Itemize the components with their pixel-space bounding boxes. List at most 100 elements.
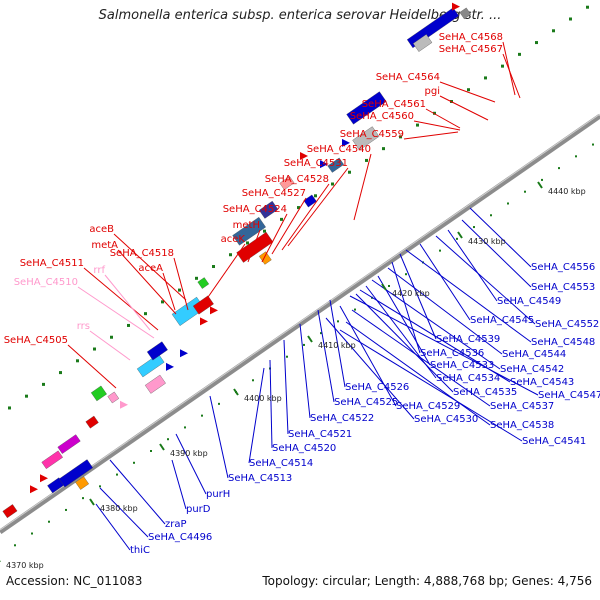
leader-line [117, 249, 177, 315]
leader-line [502, 53, 521, 99]
leader-line [287, 167, 349, 247]
feature-label-bottom: SeHA_C4538 [490, 420, 554, 431]
feature-label-bottom: SeHA_C4533 [430, 360, 494, 371]
scale-dot [405, 273, 407, 276]
outer-scale-dots [8, 5, 594, 547]
kbp-tick-mark [307, 335, 313, 343]
leader-line [371, 279, 501, 370]
feature-label-bottom: SeHA_C4543 [510, 377, 574, 388]
gene-arrow [166, 362, 174, 371]
kbp-tick-label: 4380 kbp [100, 504, 138, 513]
gene-feature [258, 251, 272, 265]
leader-line [89, 330, 131, 361]
scale-dot [552, 29, 555, 33]
scale-dot [93, 347, 96, 351]
scale-dot [518, 52, 521, 56]
scale-dot [473, 226, 475, 229]
feature-label-bottom: SeHA_C4522 [310, 413, 374, 424]
kbp-tick-label: 4400 kbp [244, 394, 282, 403]
leader-line [317, 309, 335, 403]
leader-line [67, 344, 117, 389]
feature-label-bottom: purD [186, 504, 211, 515]
feature-label-top: SeHA_C4560 [350, 111, 414, 122]
leader-line [173, 257, 189, 311]
scale-dot [31, 532, 33, 535]
gene-arrow [40, 474, 48, 483]
kbp-ticks: 4370 kbp 4380 kbp 4390 kbp 4400 kbp 4410 kbp… [0, 181, 586, 570]
feature-label-top: SeHA_C4505 [4, 335, 68, 346]
leader-line [281, 183, 330, 251]
leader-line [109, 459, 166, 525]
gene-feature [2, 504, 18, 519]
leader-line [469, 207, 532, 268]
leader-line [95, 503, 131, 551]
feature-label-bottom: SeHA_C4514 [249, 458, 313, 469]
scale-dot [331, 182, 334, 186]
gene-feature [346, 91, 387, 125]
gene-feature [459, 7, 472, 20]
scale-dot [365, 158, 368, 162]
kbp-tick-label: 4370 kbp [6, 561, 44, 570]
feature-label-top: SeHA_C4540 [307, 144, 371, 155]
gene-feature [146, 341, 168, 361]
kbp-tick-mark [537, 181, 543, 189]
leader-line [387, 267, 503, 355]
feature-label-bottom: SeHA_C4534 [436, 373, 500, 384]
scale-dot [569, 17, 572, 21]
feature-label-top: rrf [93, 265, 105, 276]
gene-feature [144, 374, 166, 394]
feature-label-bottom: thiC [130, 545, 150, 556]
scale-dot [8, 406, 11, 410]
gene-feature [303, 194, 317, 208]
scale-dot [59, 371, 62, 375]
kbp-tick-mark [159, 443, 165, 451]
gene-feature [85, 415, 99, 429]
scale-dot [501, 64, 504, 68]
gene-feature [57, 434, 81, 454]
scale-dot [382, 147, 385, 151]
scale-dot [76, 359, 79, 363]
scale-dot [110, 335, 113, 339]
feature-label-bottom: SeHA_C4542 [500, 364, 564, 375]
leader-line [248, 367, 265, 464]
gene-arrow [320, 160, 328, 169]
scale-dot [195, 276, 198, 280]
feature-label-top: SeHA_C4528 [265, 174, 329, 185]
gene-arrow [210, 306, 218, 315]
scale-dot [263, 229, 266, 233]
scale-dot [297, 206, 300, 210]
scale-dot [212, 265, 215, 269]
feature-label-bottom: SeHA_C4536 [420, 348, 484, 359]
scale-dot [484, 76, 487, 80]
scale-dot [524, 190, 526, 193]
scale-dot [416, 123, 419, 127]
scale-dot [320, 332, 322, 335]
feature-label-bottom: SeHA_C4530 [414, 414, 478, 425]
scale-dot [303, 343, 305, 346]
leader-line [99, 487, 149, 538]
kbp-tick-mark [233, 388, 239, 396]
feature-label-bottom: SeHA_C4556 [531, 262, 595, 273]
gene-feature [412, 34, 433, 52]
scale-dot [456, 237, 458, 240]
leader-line [77, 286, 155, 339]
feature-label-top: SeHA_C4564 [376, 72, 440, 83]
scale-dot [82, 497, 84, 500]
gene-feature [90, 385, 107, 402]
gene-arrow [30, 485, 38, 494]
feature-label-bottom: SeHA_C4525 [334, 397, 398, 408]
feature-label-top: SeHA_C4511 [20, 258, 84, 269]
leader-line [269, 359, 273, 449]
kbp-tick-mark [457, 231, 463, 239]
scale-dot [178, 288, 181, 292]
scale-dot [116, 473, 118, 476]
feature-label-top: SeHA_C4559 [340, 129, 404, 140]
gene-feature [107, 391, 120, 404]
leader-line [171, 459, 187, 510]
leader-line [104, 274, 151, 331]
feature-label-bottom: SeHA_C4520 [272, 443, 336, 454]
feature-label-bottom: SeHA_C4535 [453, 387, 517, 398]
leader-line [419, 243, 471, 321]
feature-label-top: metA [91, 240, 118, 251]
